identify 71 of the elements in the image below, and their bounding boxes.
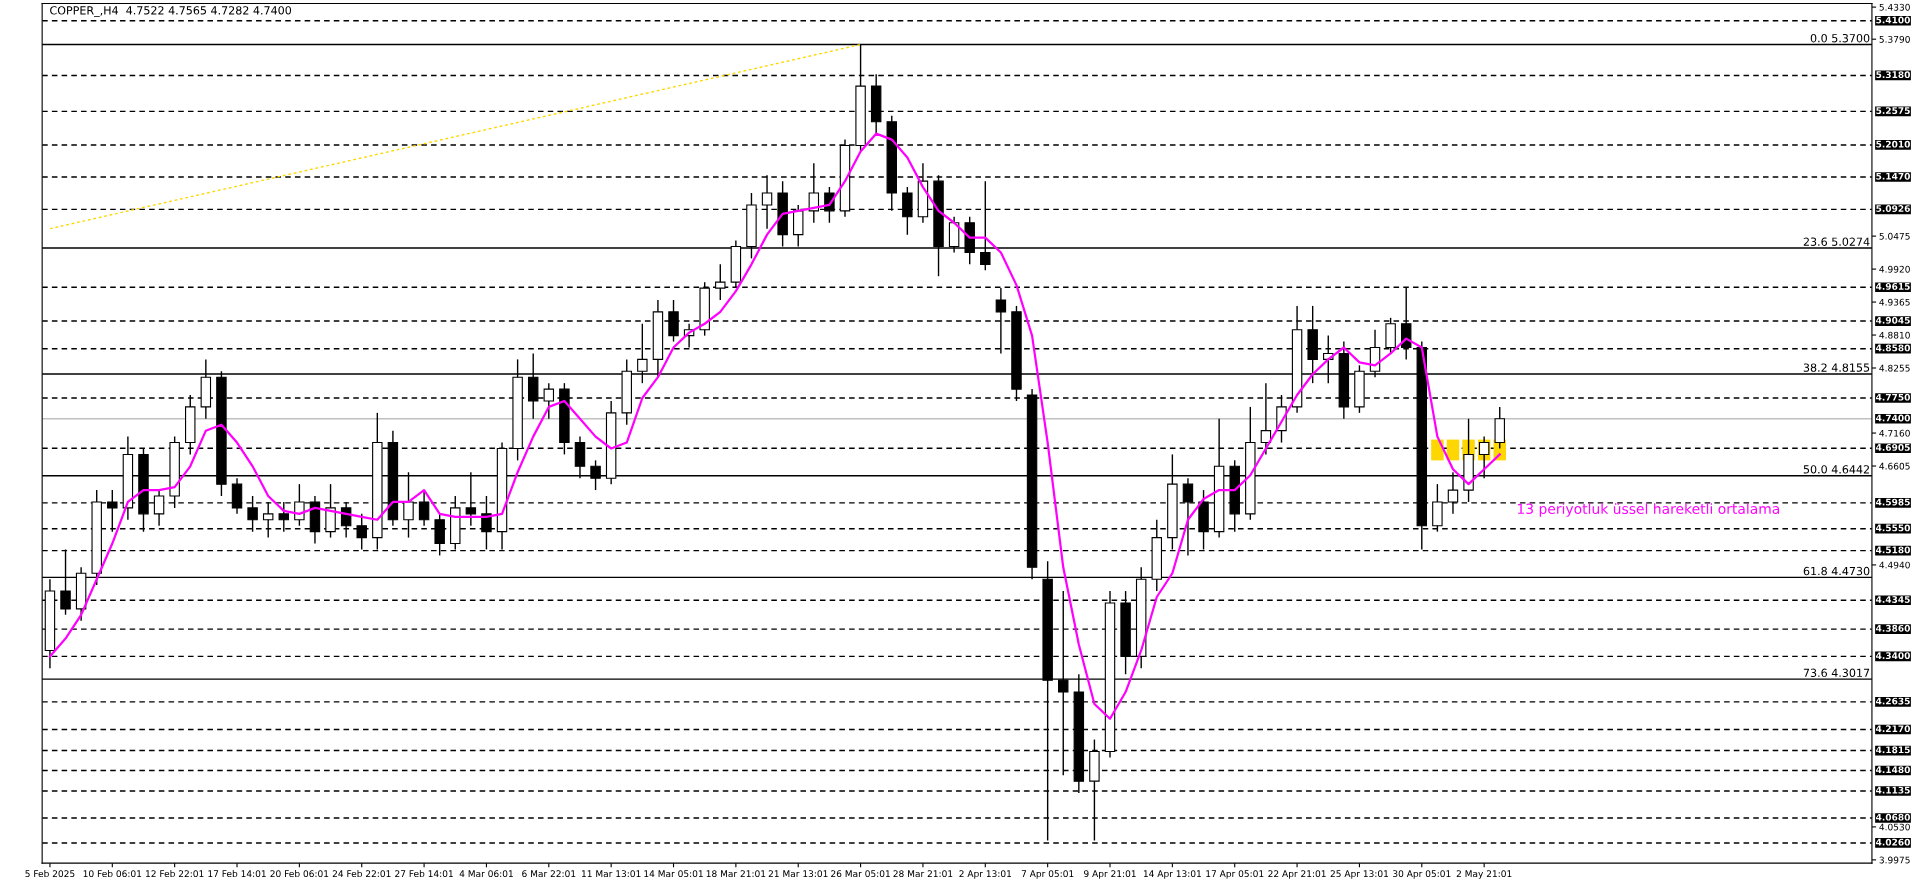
ref-line-label: 4.1815 [1876,746,1910,754]
ref-line-label: 4.1135 [1876,786,1910,794]
x-tick-label: 18 Mar 21:01 [706,870,766,878]
ref-line-label: 4.8580 [1876,344,1910,352]
x-tick-label: 9 Apr 21:01 [1084,870,1136,879]
x-tick-label: 24 Feb 22:01 [332,870,391,878]
ref-line-label: 4.9045 [1876,316,1910,324]
x-tick-label: 20 Feb 06:01 [270,870,329,878]
ref-line-label: 4.6905 [1876,443,1910,451]
ref-line-label: 4.7750 [1876,393,1910,401]
y-tick-label: 3.9975 [1879,856,1910,864]
text: 13 periyotluk üssel hareketli ortalama [1517,503,1780,517]
x-tick-label: 25 Apr 13:01 [1330,870,1389,879]
x-tick-label: 27 Feb 14:01 [395,870,453,878]
x-tick-label: 26 Mar 05:01 [831,870,890,878]
ref-line-label: 5.2575 [1876,107,1910,114]
ref-line-label: 5.1470 [1876,172,1910,180]
ref-line-label: 4.1480 [1876,766,1910,774]
y-tick-label: 4.7160 [1879,429,1910,437]
x-tick-label: 2 Apr 13:01 [959,870,1012,879]
x-tick-label: 6 Mar 22:01 [522,870,576,878]
x-tick-label: 22 Apr 21:01 [1268,870,1326,879]
ref-line-label: 61.8 4.4730 [1803,566,1870,576]
ref-line-label: 5.4100 [1876,16,1910,24]
x-tick-label: 17 Feb 14:01 [208,870,266,878]
ref-line-label: 50.0 4.6442 [1803,465,1869,474]
y-tick-label: 5.3790 [1879,35,1910,43]
line-series [48,132,1501,720]
x-tick-label: 28 Mar 21:01 [893,870,953,878]
ref-line-label: 4.5180 [1876,546,1910,554]
ref-line-label: 4.2170 [1876,725,1910,733]
chart-title: COPPER_,H4 4.7522 4.7565 4.7282 4.7400 [50,6,292,17]
y-tick-label: 4.9920 [1879,265,1910,273]
y-tick-label: 4.9365 [1879,298,1910,306]
ref-line-label: 4.3860 [1876,624,1910,632]
x-tick-label: 30 Apr 05:01 [1393,870,1451,879]
ref-line-label: 5.0926 [1876,205,1910,212]
ref-line-label: 4.3400 [1876,652,1910,660]
ref-line-label: 4.2635 [1876,697,1910,705]
ref-line-label: 4.9615 [1876,283,1910,290]
ref-line-label: 4.5985 [1876,498,1910,506]
x-tick-label: 11 Mar 13:01 [582,870,641,878]
y-tick-label: 5.4330 [1879,3,1910,11]
y-tick-label: 4.4940 [1879,561,1910,569]
x-tick-label: 7 Apr 05:01 [1021,870,1074,879]
x-tick-label: 21 Mar 13:01 [768,870,828,878]
x-tick-label: 14 Apr 13:01 [1143,870,1201,879]
ref-line-label: 4.5550 [1876,524,1910,532]
ref-line-label: 4.0680 [1876,813,1910,821]
ref-line-label: 23.6 5.0274 [1803,237,1870,246]
x-tick-label: 14 Mar 05:01 [644,870,703,878]
ref-line-label: 0.0 5.3700 [1810,33,1870,43]
y-tick-label: 4.8810 [1879,331,1910,339]
ref-line-label: 4.7400 [1876,414,1910,422]
x-tick-label: 10 Feb 06:01 [83,870,142,878]
x-tick-label: 12 Feb 22:01 [146,870,204,878]
x-tick-label: 17 Apr 05:01 [1206,870,1264,879]
x-tick-label: 4 Mar 06:01 [459,870,513,878]
y-tick-label: 4.6605 [1879,462,1910,470]
ref-line-label: 5.2010 [1876,140,1910,148]
ref-line-label: 5.3180 [1876,71,1910,79]
x-tick-label: 2 May 21:01 [1456,870,1512,879]
y-tick-label: 4.8255 [1879,364,1910,372]
ref-line-label: 4.0260 [1876,838,1910,846]
ref-line-label: 4.4345 [1876,596,1910,603]
ref-line-label: 38.2 4.8155 [1803,363,1870,372]
y-tick-label: 4.0530 [1879,823,1910,831]
y-tick-label: 5.0475 [1879,232,1910,240]
x-tick-label: 5 Feb 2025 [25,870,75,878]
ref-line-label: 73.6 4.3017 [1803,668,1870,678]
candlestick [418,489,430,527]
